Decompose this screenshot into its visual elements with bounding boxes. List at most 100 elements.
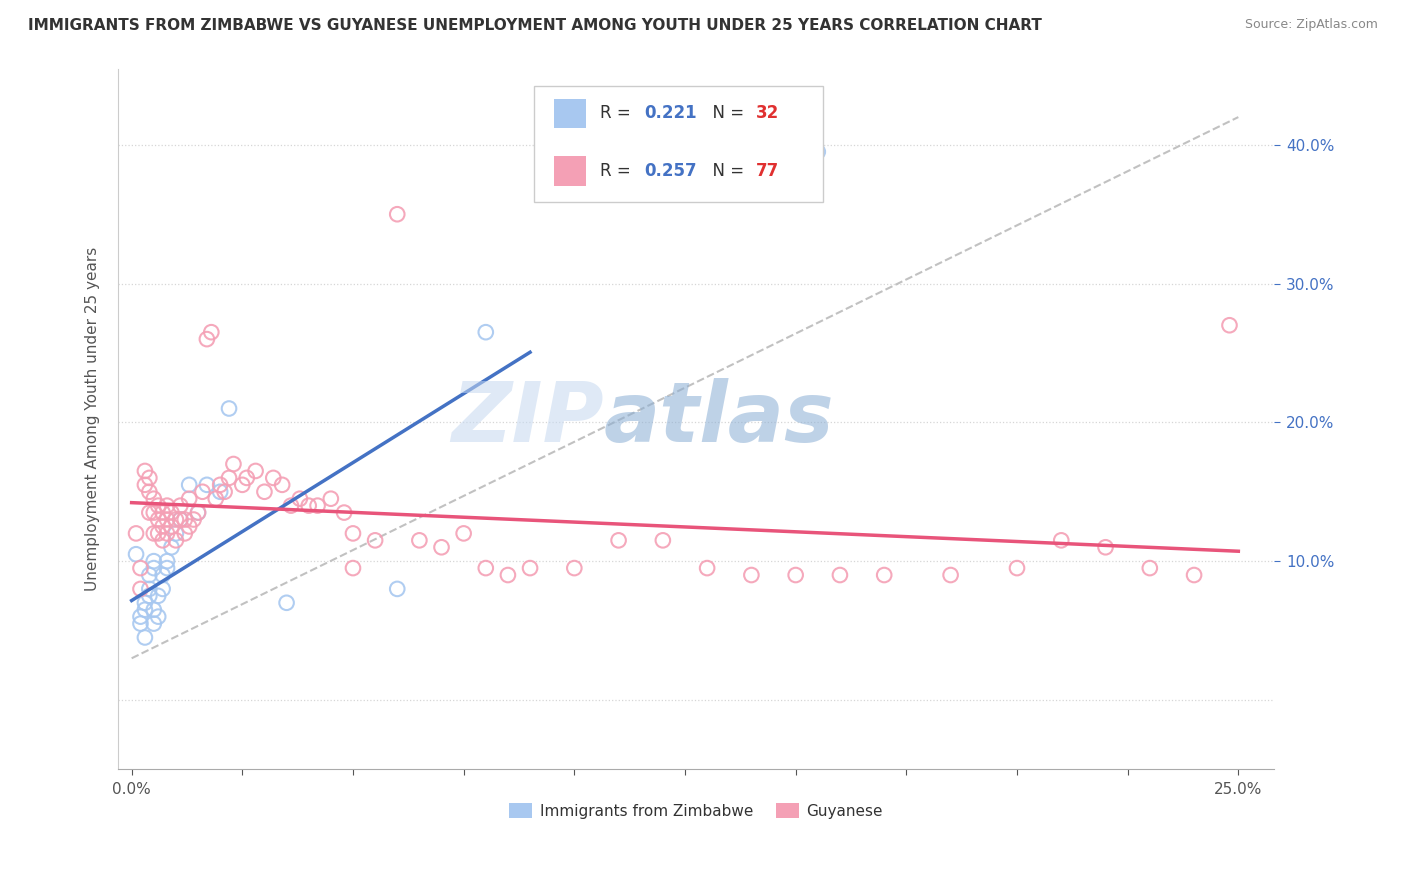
- Point: [169, 512, 191, 526]
- Point: [129, 616, 152, 631]
- Point: [125, 526, 148, 541]
- Point: [138, 471, 160, 485]
- Point: [148, 512, 170, 526]
- Point: [138, 589, 160, 603]
- Point: [873, 568, 896, 582]
- Point: [134, 478, 156, 492]
- Point: [222, 457, 245, 471]
- Point: [204, 491, 226, 506]
- Point: [148, 526, 170, 541]
- Point: [142, 554, 165, 568]
- Point: [187, 506, 209, 520]
- Point: [1218, 318, 1240, 333]
- Point: [740, 568, 762, 582]
- Point: [152, 582, 174, 596]
- Point: [218, 471, 240, 485]
- Point: [142, 616, 165, 631]
- FancyBboxPatch shape: [554, 156, 586, 186]
- Point: [169, 499, 191, 513]
- Point: [807, 145, 830, 159]
- Point: [245, 464, 267, 478]
- Point: [179, 491, 201, 506]
- Point: [165, 512, 187, 526]
- Point: [453, 526, 475, 541]
- Text: 0.221: 0.221: [644, 104, 697, 122]
- Text: 0.257: 0.257: [644, 161, 697, 180]
- Point: [129, 561, 152, 575]
- Text: N =: N =: [702, 161, 749, 180]
- Point: [696, 561, 718, 575]
- Point: [939, 568, 962, 582]
- Point: [214, 484, 236, 499]
- Point: [280, 499, 302, 513]
- Point: [200, 325, 222, 339]
- Point: [1182, 568, 1205, 582]
- Point: [142, 506, 165, 520]
- Point: [138, 568, 160, 582]
- Point: [496, 568, 519, 582]
- Point: [156, 561, 179, 575]
- Text: Source: ZipAtlas.com: Source: ZipAtlas.com: [1244, 18, 1378, 31]
- Point: [387, 582, 409, 596]
- Point: [179, 519, 201, 533]
- Point: [235, 471, 257, 485]
- Point: [187, 506, 209, 520]
- Point: [342, 526, 364, 541]
- Point: [134, 464, 156, 478]
- Point: [156, 554, 179, 568]
- Point: [160, 519, 183, 533]
- Point: [125, 547, 148, 561]
- Point: [160, 541, 183, 555]
- Point: [142, 491, 165, 506]
- Point: [475, 325, 498, 339]
- Point: [148, 589, 170, 603]
- Legend: Immigrants from Zimbabwe, Guyanese: Immigrants from Zimbabwe, Guyanese: [503, 797, 889, 825]
- Point: [1050, 533, 1073, 548]
- Point: [156, 499, 179, 513]
- Text: R =: R =: [600, 104, 636, 122]
- Point: [519, 561, 541, 575]
- Point: [387, 207, 409, 221]
- Point: [134, 603, 156, 617]
- Point: [142, 603, 165, 617]
- Point: [156, 512, 179, 526]
- Text: IMMIGRANTS FROM ZIMBABWE VS GUYANESE UNEMPLOYMENT AMONG YOUTH UNDER 25 YEARS COR: IMMIGRANTS FROM ZIMBABWE VS GUYANESE UNE…: [28, 18, 1042, 33]
- Point: [430, 541, 453, 555]
- Point: [152, 568, 174, 582]
- Point: [1139, 561, 1161, 575]
- Point: [129, 609, 152, 624]
- Point: [1094, 541, 1116, 555]
- Text: N =: N =: [702, 104, 749, 122]
- Point: [142, 561, 165, 575]
- Point: [169, 512, 191, 526]
- Point: [173, 512, 195, 526]
- Point: [138, 506, 160, 520]
- Point: [607, 533, 630, 548]
- Point: [333, 506, 356, 520]
- Point: [342, 561, 364, 575]
- Point: [138, 484, 160, 499]
- Point: [785, 568, 807, 582]
- Point: [179, 478, 201, 492]
- Point: [165, 533, 187, 548]
- Point: [231, 478, 253, 492]
- Point: [408, 533, 430, 548]
- Point: [165, 776, 187, 790]
- Point: [129, 582, 152, 596]
- Point: [138, 582, 160, 596]
- Point: [298, 499, 321, 513]
- Point: [165, 526, 187, 541]
- Point: [160, 506, 183, 520]
- Point: [307, 499, 329, 513]
- FancyBboxPatch shape: [534, 86, 823, 202]
- Point: [651, 533, 673, 548]
- Point: [475, 561, 498, 575]
- Point: [134, 596, 156, 610]
- Point: [156, 526, 179, 541]
- Text: atlas: atlas: [603, 378, 834, 459]
- Point: [173, 526, 195, 541]
- Point: [253, 484, 276, 499]
- Point: [209, 478, 232, 492]
- Point: [195, 332, 218, 346]
- Point: [191, 484, 214, 499]
